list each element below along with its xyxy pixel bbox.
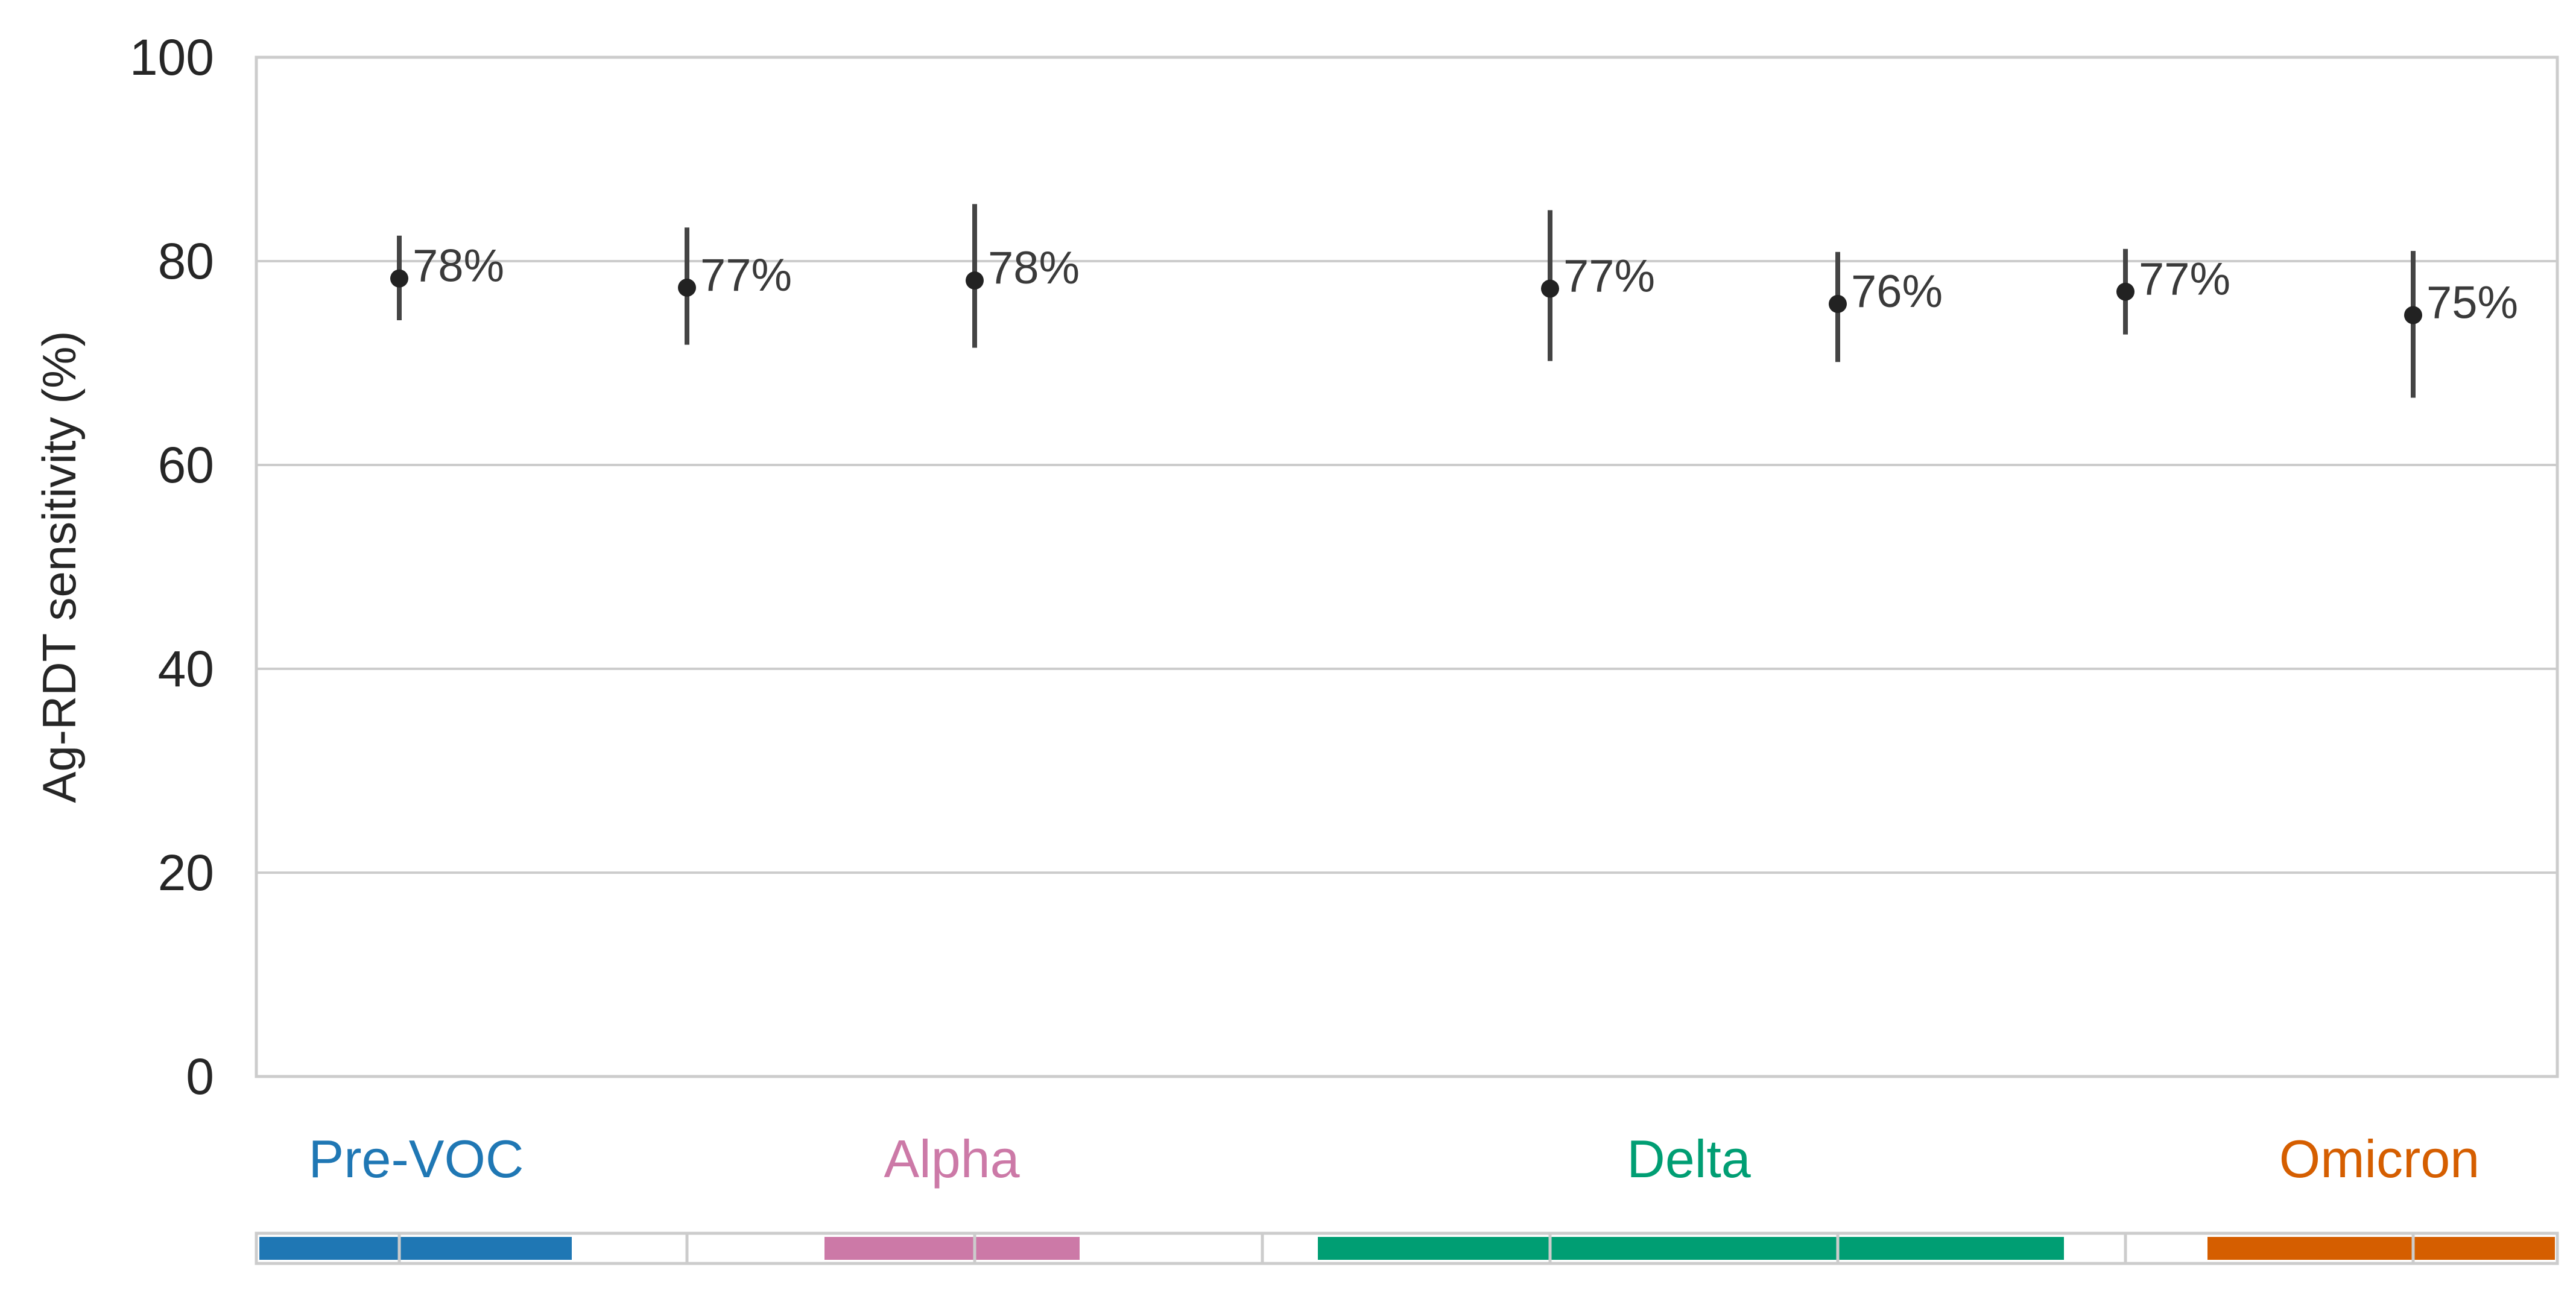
variant-labels: Pre-VOC Alpha Delta Omicron (309, 1129, 2480, 1189)
y-tick-label: 0 (186, 1048, 214, 1105)
variant-label: Omicron (2279, 1129, 2480, 1189)
timeline-segment (259, 1237, 572, 1260)
data-point (1541, 279, 1559, 298)
data-point (678, 278, 696, 297)
timeline-segment (824, 1237, 1080, 1260)
data-label: 75% (2426, 277, 2518, 329)
y-tick-label: 20 (158, 844, 214, 901)
data-point (1829, 294, 1847, 313)
timeline-segment (2207, 1237, 2555, 1260)
y-tick-label: 40 (158, 640, 214, 697)
variant-label: Alpha (884, 1129, 1019, 1189)
data-point (2116, 282, 2135, 301)
data-label: 76% (1851, 266, 1943, 317)
data-point (966, 271, 984, 290)
y-axis-label: Ag-RDT sensitivity (%) (33, 330, 86, 803)
data-label: 77% (2139, 254, 2230, 305)
data-point (2404, 306, 2422, 324)
y-tick-label: 80 (158, 233, 214, 289)
y-gridlines (256, 56, 2557, 1078)
data-label: 78% (413, 241, 504, 292)
data-points: 78% 77% 78% 77% 76% 77% 75% (390, 204, 2518, 398)
y-tick-label: 60 (158, 437, 214, 493)
variant-label: Pre-VOC (309, 1129, 524, 1189)
data-label: 77% (700, 250, 792, 301)
variant-timeline (255, 1231, 2559, 1265)
y-tick-label: 100 (130, 29, 214, 86)
data-label: 77% (1563, 251, 1655, 302)
timeline-segment (1318, 1237, 2064, 1260)
data-point (390, 269, 408, 288)
y-tick-labels: 0 20 40 60 80 100 (130, 29, 214, 1105)
data-label: 78% (988, 242, 1080, 294)
plot-frame (255, 55, 2559, 1078)
variant-label: Delta (1627, 1129, 1750, 1189)
